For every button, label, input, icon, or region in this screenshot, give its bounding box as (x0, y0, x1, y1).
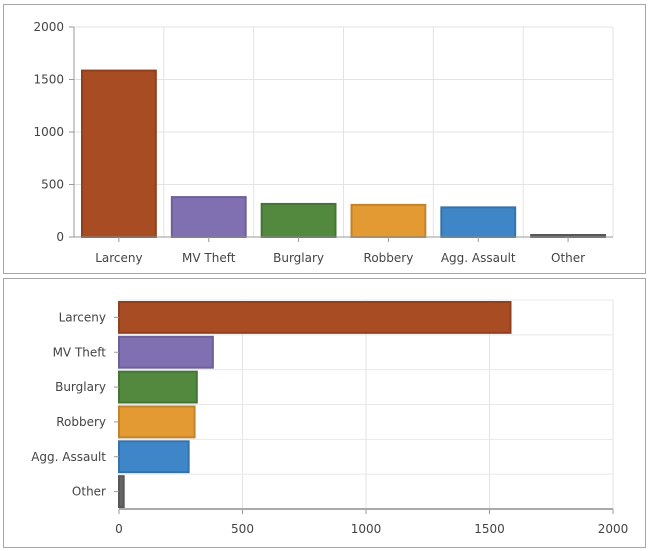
bar-robbery (118, 405, 196, 439)
x-tick-label: Other (551, 251, 585, 265)
vertical-bar-chart: 0 500 1000 1500 2000 Larceny MV Theft Burglary R… (33, 20, 614, 265)
y-tick-label: Agg. Assault (31, 450, 106, 464)
x-tick-label: Robbery (364, 251, 414, 265)
bar-agg-assault (118, 440, 190, 474)
y-tick-label: 500 (41, 178, 64, 192)
x-tick-label: Larceny (95, 251, 142, 265)
bar-mv-theft (118, 335, 214, 369)
x-tick-label: MV Theft (182, 251, 236, 265)
bar-burglary (260, 202, 337, 239)
y-tick-label: Other (72, 485, 106, 499)
bar-other (118, 475, 125, 509)
bar-larceny (118, 301, 512, 334)
x-tick-label: 1500 (474, 522, 505, 536)
bar-mv-theft (170, 196, 247, 239)
bar-larceny (81, 69, 157, 238)
x-tick-label: 0 (115, 522, 123, 536)
bar-burglary (118, 370, 198, 404)
vertical-bar-chart-panel: 0 500 1000 1500 2000 Larceny MV Theft Burglary R… (3, 4, 646, 274)
y-tick-label: Burglary (55, 380, 106, 394)
y-tick-label: Robbery (56, 415, 106, 429)
x-tick-label: Burglary (273, 251, 324, 265)
x-tick-label: 2000 (598, 522, 629, 536)
y-tick-label: Larceny (59, 310, 106, 324)
x-tick-label: Agg. Assault (441, 251, 516, 265)
y-tick-label: 1500 (33, 73, 64, 87)
y-tick-label: 1000 (33, 125, 64, 139)
horizontal-bar-chart: 0 500 1000 1500 2000 Larceny MV Theft Burglary R… (31, 299, 629, 536)
y-tick-label: MV Theft (53, 345, 107, 359)
x-tick-label: 500 (231, 522, 254, 536)
bar-robbery (350, 203, 427, 238)
y-tick-label: 0 (56, 230, 64, 244)
bar-agg-assault (440, 206, 517, 238)
horizontal-bar-chart-panel: 0 500 1000 1500 2000 Larceny MV Theft Burglary R… (3, 278, 646, 548)
x-tick-label: 1000 (351, 522, 382, 536)
y-tick-label: 2000 (33, 20, 64, 34)
